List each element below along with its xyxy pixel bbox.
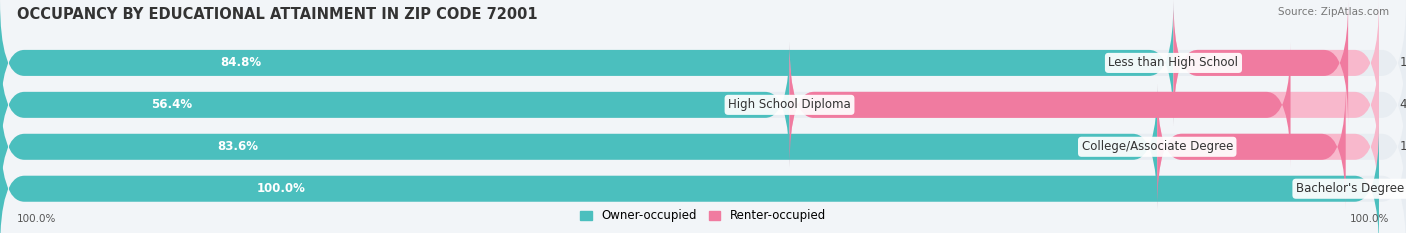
FancyBboxPatch shape <box>0 126 1406 233</box>
FancyBboxPatch shape <box>1174 0 1379 125</box>
Text: 43.6%: 43.6% <box>1399 98 1406 111</box>
FancyBboxPatch shape <box>1174 0 1348 125</box>
Legend: Owner-occupied, Renter-occupied: Owner-occupied, Renter-occupied <box>575 205 831 227</box>
FancyBboxPatch shape <box>0 126 1379 233</box>
Text: 100.0%: 100.0% <box>17 214 56 224</box>
FancyBboxPatch shape <box>0 0 1174 125</box>
FancyBboxPatch shape <box>1157 84 1379 209</box>
Text: Bachelor's Degree or higher: Bachelor's Degree or higher <box>1296 182 1406 195</box>
FancyBboxPatch shape <box>0 42 790 167</box>
Text: OCCUPANCY BY EDUCATIONAL ATTAINMENT IN ZIP CODE 72001: OCCUPANCY BY EDUCATIONAL ATTAINMENT IN Z… <box>17 7 537 22</box>
Text: 83.6%: 83.6% <box>217 140 257 153</box>
Text: College/Associate Degree: College/Associate Degree <box>1081 140 1233 153</box>
Text: 100.0%: 100.0% <box>257 182 305 195</box>
FancyBboxPatch shape <box>790 42 1379 167</box>
Text: 84.8%: 84.8% <box>219 56 262 69</box>
FancyBboxPatch shape <box>0 42 1406 167</box>
FancyBboxPatch shape <box>0 0 1406 125</box>
Text: High School Diploma: High School Diploma <box>728 98 851 111</box>
FancyBboxPatch shape <box>790 42 1291 167</box>
Text: Less than High School: Less than High School <box>1108 56 1239 69</box>
FancyBboxPatch shape <box>1157 84 1346 209</box>
Text: 56.4%: 56.4% <box>150 98 191 111</box>
Text: Source: ZipAtlas.com: Source: ZipAtlas.com <box>1278 7 1389 17</box>
FancyBboxPatch shape <box>0 84 1157 209</box>
Text: 15.2%: 15.2% <box>1399 56 1406 69</box>
FancyBboxPatch shape <box>0 84 1406 209</box>
Text: 16.4%: 16.4% <box>1399 140 1406 153</box>
Text: 100.0%: 100.0% <box>1350 214 1389 224</box>
